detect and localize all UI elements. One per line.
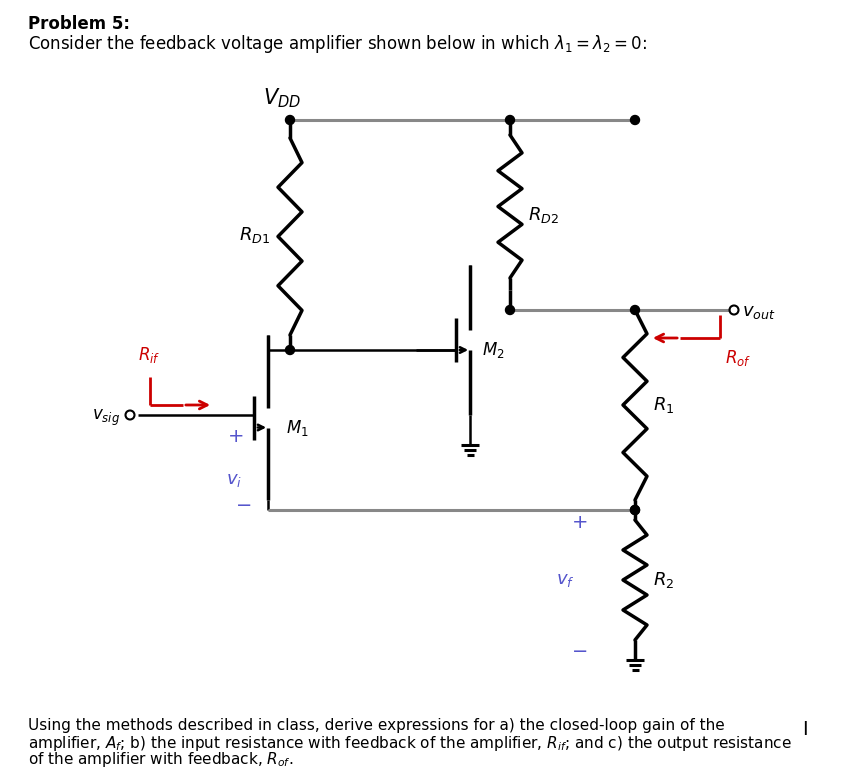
Circle shape <box>630 505 639 515</box>
Text: $V_{DD}$: $V_{DD}$ <box>263 86 301 110</box>
Circle shape <box>285 116 295 124</box>
Text: Using the methods described in class, derive expressions for a) the closed-loop : Using the methods described in class, de… <box>28 718 725 733</box>
Text: amplifier, $A_f$; b) the input resistance with feedback of the amplifier, $R_{if: amplifier, $A_f$; b) the input resistanc… <box>28 734 792 753</box>
Text: I: I <box>802 720 808 739</box>
Circle shape <box>630 505 639 515</box>
Circle shape <box>506 116 514 124</box>
Text: Consider the feedback voltage amplifier shown below in which $\lambda_1 = \lambd: Consider the feedback voltage amplifier … <box>28 33 647 55</box>
Text: $R_{if}$: $R_{if}$ <box>138 345 160 365</box>
Text: $v_f$: $v_f$ <box>556 571 575 589</box>
Circle shape <box>506 306 514 314</box>
Text: $R_1$: $R_1$ <box>653 395 674 415</box>
Text: +: + <box>228 428 244 447</box>
Text: $M_2$: $M_2$ <box>482 340 505 360</box>
Text: $v_i$: $v_i$ <box>226 471 242 489</box>
Text: $M_1$: $M_1$ <box>286 418 308 437</box>
Text: $R_{D1}$: $R_{D1}$ <box>239 225 270 245</box>
Text: of the amplifier with feedback, $R_{of}$.: of the amplifier with feedback, $R_{of}$… <box>28 750 293 769</box>
Circle shape <box>285 346 295 354</box>
Text: Problem 5:: Problem 5: <box>28 15 130 33</box>
Text: $v_{sig}$: $v_{sig}$ <box>92 408 120 428</box>
Text: −: − <box>572 643 588 662</box>
Text: $R_{D2}$: $R_{D2}$ <box>528 205 559 225</box>
Text: $R_2$: $R_2$ <box>653 570 674 590</box>
Text: −: − <box>235 496 252 515</box>
Circle shape <box>630 306 639 314</box>
Text: $R_{of}$: $R_{of}$ <box>725 348 751 368</box>
Text: $v_{out}$: $v_{out}$ <box>742 303 776 321</box>
Text: +: + <box>572 512 589 532</box>
Circle shape <box>630 116 639 124</box>
